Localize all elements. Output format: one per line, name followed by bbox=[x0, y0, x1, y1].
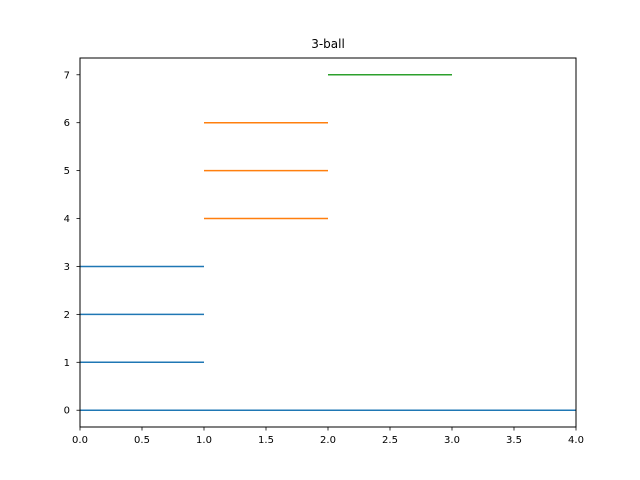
x-tick-label: 1.0 bbox=[196, 435, 212, 446]
x-tick-label: 1.5 bbox=[258, 435, 274, 446]
plot-marks bbox=[80, 74, 576, 411]
y-tick-label: 1 bbox=[64, 358, 70, 369]
y-tick-label: 4 bbox=[64, 214, 70, 225]
y-tick-label: 0 bbox=[64, 406, 70, 417]
x-tick-label: 4.0 bbox=[568, 435, 584, 446]
x-tick-label: 0.5 bbox=[134, 435, 150, 446]
y-tick-label: 7 bbox=[64, 70, 70, 81]
chart-title: 3-ball bbox=[311, 37, 345, 51]
y-tick-label: 2 bbox=[64, 310, 70, 321]
x-axis: 0.0 0.5 1.0 1.5 2.0 2.5 3.0 3.5 4.0 bbox=[72, 427, 584, 446]
plot-frame bbox=[79, 57, 577, 428]
x-tick-label: 0.0 bbox=[72, 435, 88, 446]
x-tick-label: 2.5 bbox=[382, 435, 398, 446]
y-tick-label: 5 bbox=[64, 166, 70, 177]
y-axis: 0 1 2 3 4 5 6 7 bbox=[64, 70, 80, 417]
x-tick-label: 3.5 bbox=[506, 435, 522, 446]
x-tick-label: 2.0 bbox=[320, 435, 336, 446]
y-tick-label: 6 bbox=[64, 118, 70, 129]
x-tick-label: 3.0 bbox=[444, 435, 460, 446]
y-tick-label: 3 bbox=[64, 262, 70, 273]
